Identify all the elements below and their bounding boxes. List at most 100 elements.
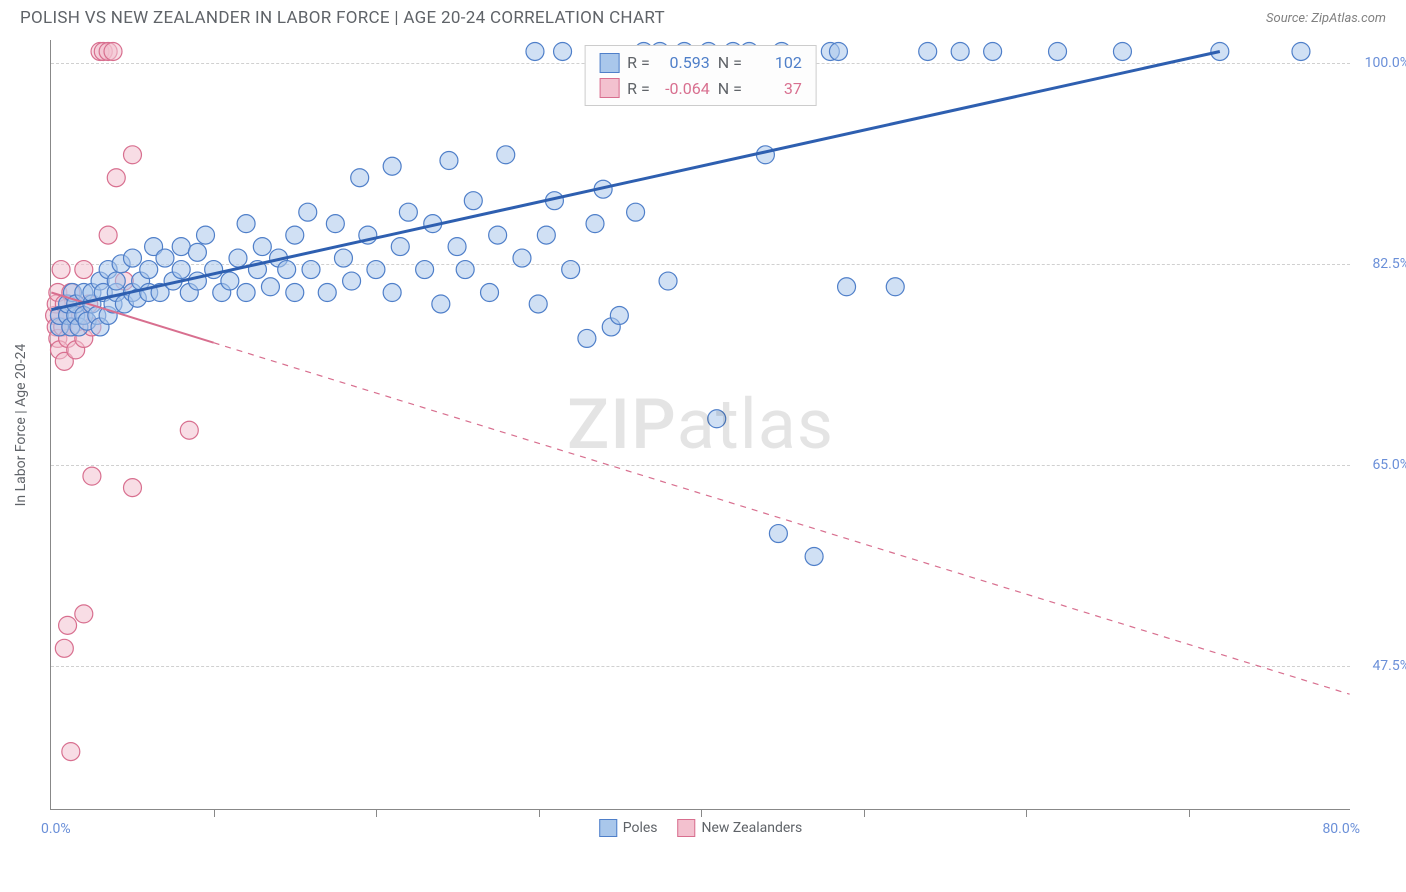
poles-point [984, 42, 1002, 60]
poles-point [286, 226, 304, 244]
poles-point [318, 284, 336, 302]
y-axis-tick-label: 100.0% [1365, 55, 1406, 71]
poles-point [261, 278, 279, 296]
poles-point [1113, 42, 1131, 60]
poles-point [432, 295, 450, 313]
poles-point [497, 146, 515, 164]
x-axis-tick [1189, 809, 1190, 817]
poles-point [302, 261, 320, 279]
poles-point [919, 42, 937, 60]
poles-point [351, 169, 369, 187]
poles-point [951, 42, 969, 60]
poles-point [140, 261, 158, 279]
poles-point [526, 42, 544, 60]
x-axis-max-label: 80.0% [1322, 821, 1360, 837]
chart-plot-area: In Labor Force | Age 20-24 47.5%65.0%82.… [50, 40, 1350, 810]
poles-point [586, 215, 604, 233]
nz-point [62, 743, 80, 761]
poles-point [440, 152, 458, 170]
poles-point [383, 284, 401, 302]
poles-point [562, 261, 580, 279]
poles-point [829, 42, 847, 60]
poles-point [286, 284, 304, 302]
x-axis-tick [539, 809, 540, 817]
x-axis-tick [376, 809, 377, 817]
nz-point [124, 146, 142, 164]
poles-point [172, 238, 190, 256]
nz-point [75, 605, 93, 623]
poles-point [416, 261, 434, 279]
poles-point [448, 238, 466, 256]
nz-trendline-extrapolated [214, 343, 1350, 695]
poles-point [769, 525, 787, 543]
nz-point [180, 421, 198, 439]
stats-legend: R = 0.593 N = 102 R = -0.064 N = 37 [584, 45, 817, 106]
poles-point [237, 215, 255, 233]
legend-item-poles: Poles [599, 819, 658, 837]
nz-point [99, 226, 117, 244]
poles-point [513, 249, 531, 267]
nz-point [75, 261, 93, 279]
legend-item-nz: New Zealanders [678, 819, 803, 837]
chart-title: POLISH VS NEW ZEALANDER IN LABOR FORCE |… [20, 8, 665, 28]
poles-point [537, 226, 555, 244]
poles-point [886, 278, 904, 296]
source-attribution: Source: ZipAtlas.com [1266, 11, 1386, 26]
swatch-nz [599, 78, 619, 98]
poles-point [172, 261, 190, 279]
poles-point [237, 284, 255, 302]
poles-point [221, 272, 239, 290]
stats-legend-row-poles: R = 0.593 N = 102 [599, 50, 802, 76]
poles-point [489, 226, 507, 244]
poles-point [299, 203, 317, 221]
poles-point [529, 295, 547, 313]
nz-point [59, 616, 77, 634]
nz-point [55, 639, 73, 657]
poles-point [334, 249, 352, 267]
x-axis-tick [701, 809, 702, 817]
poles-point [481, 284, 499, 302]
x-axis-min-label: 0.0% [41, 821, 71, 837]
stats-legend-row-nz: R = -0.064 N = 37 [599, 76, 802, 102]
n-value-nz: 37 [750, 76, 802, 102]
nz-point [104, 42, 122, 60]
poles-point [343, 272, 361, 290]
poles-point [659, 272, 677, 290]
r-value-poles: 0.593 [658, 50, 710, 76]
poles-point [838, 278, 856, 296]
swatch-nz-bottom [678, 819, 696, 837]
poles-point [253, 238, 271, 256]
poles-point [399, 203, 417, 221]
poles-point [610, 306, 628, 324]
poles-point [805, 548, 823, 566]
n-value-poles: 102 [750, 50, 802, 76]
r-value-nz: -0.064 [658, 76, 710, 102]
nz-point [124, 479, 142, 497]
poles-point [708, 410, 726, 428]
poles-point [464, 192, 482, 210]
poles-point [326, 215, 344, 233]
swatch-poles-bottom [599, 819, 617, 837]
poles-point [278, 261, 296, 279]
poles-point [383, 157, 401, 175]
x-axis-tick [1026, 809, 1027, 817]
poles-point [578, 329, 596, 347]
poles-point [188, 243, 206, 261]
x-axis-tick [864, 809, 865, 817]
poles-point [124, 249, 142, 267]
series-legend: Poles New Zealanders [599, 819, 803, 837]
poles-point [391, 238, 409, 256]
poles-point [367, 261, 385, 279]
y-axis-title: In Labor Force | Age 20-24 [13, 343, 29, 506]
poles-point [1292, 42, 1310, 60]
nz-point [52, 261, 70, 279]
poles-point [107, 272, 125, 290]
poles-point [627, 203, 645, 221]
poles-point [229, 249, 247, 267]
y-axis-tick-label: 82.5% [1372, 256, 1406, 272]
poles-point [197, 226, 215, 244]
y-axis-tick-label: 47.5% [1372, 658, 1406, 674]
poles-point [1049, 42, 1067, 60]
x-axis-tick [214, 809, 215, 817]
scatter-plot-svg [51, 40, 1350, 809]
